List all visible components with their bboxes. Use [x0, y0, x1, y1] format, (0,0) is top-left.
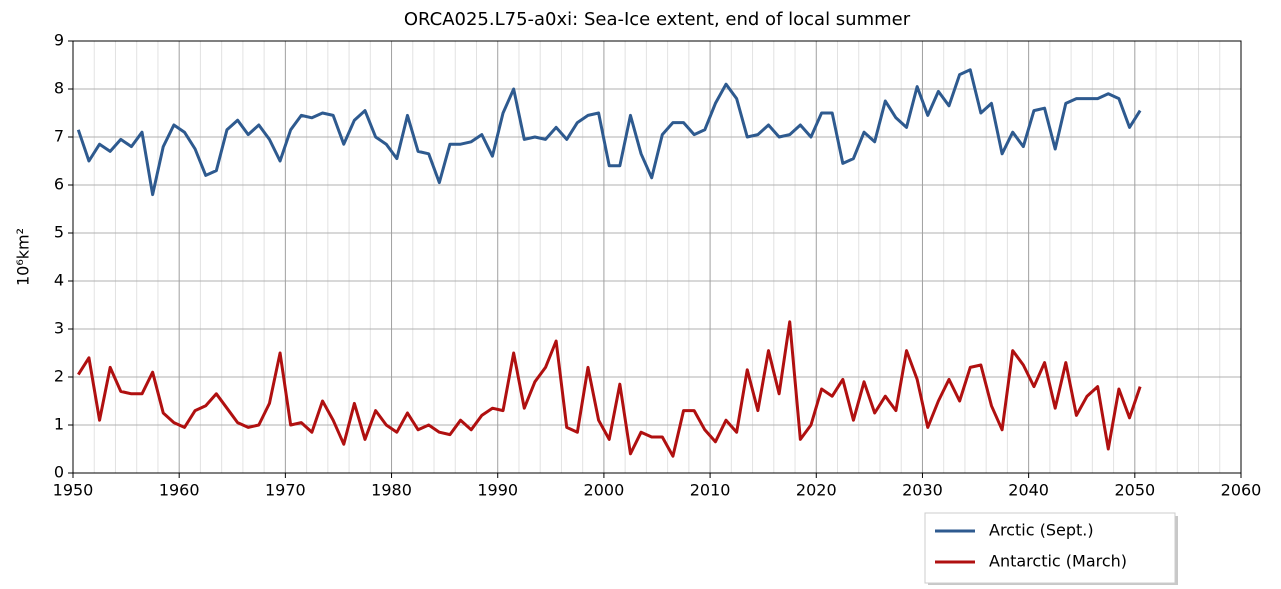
y-tick-label: 1: [54, 415, 64, 434]
x-tick-label: 2010: [690, 481, 731, 500]
legend-label: Arctic (Sept.): [989, 521, 1094, 540]
y-tick-label: 7: [54, 127, 64, 146]
x-tick-label: 2000: [584, 481, 625, 500]
x-tick-label: 2050: [1114, 481, 1155, 500]
series-line: [77, 320, 1142, 458]
x-tick-label: 2060: [1221, 481, 1262, 500]
x-tick-label: 2030: [902, 481, 943, 500]
legend-box: [924, 512, 1176, 584]
x-tick-label: 1990: [477, 481, 518, 500]
x-tick-label: 1970: [265, 481, 306, 500]
y-axis-label: 10⁶km²: [14, 228, 33, 286]
y-tick-label: 6: [54, 175, 64, 194]
plot-frame: [72, 40, 1242, 474]
x-tick-label: 1950: [53, 481, 94, 500]
y-tick-label: 8: [54, 79, 64, 98]
legend-label: Antarctic (March): [989, 552, 1127, 571]
x-tick-label: 1960: [159, 481, 200, 500]
series-line: [76, 68, 1142, 197]
y-tick-label: 9: [54, 31, 64, 50]
y-tick-label: 3: [54, 319, 64, 338]
chart-title: ORCA025.L75-a0xi: Sea-Ice extent, end of…: [404, 9, 911, 30]
y-tick-label: 4: [54, 271, 64, 290]
x-tick-label: 1980: [371, 481, 412, 500]
y-tick-label: 2: [54, 367, 64, 386]
y-tick-label: 5: [54, 223, 64, 242]
y-tick-label: 0: [54, 463, 64, 482]
x-tick-label: 2020: [796, 481, 837, 500]
x-tick-label: 2040: [1008, 481, 1049, 500]
